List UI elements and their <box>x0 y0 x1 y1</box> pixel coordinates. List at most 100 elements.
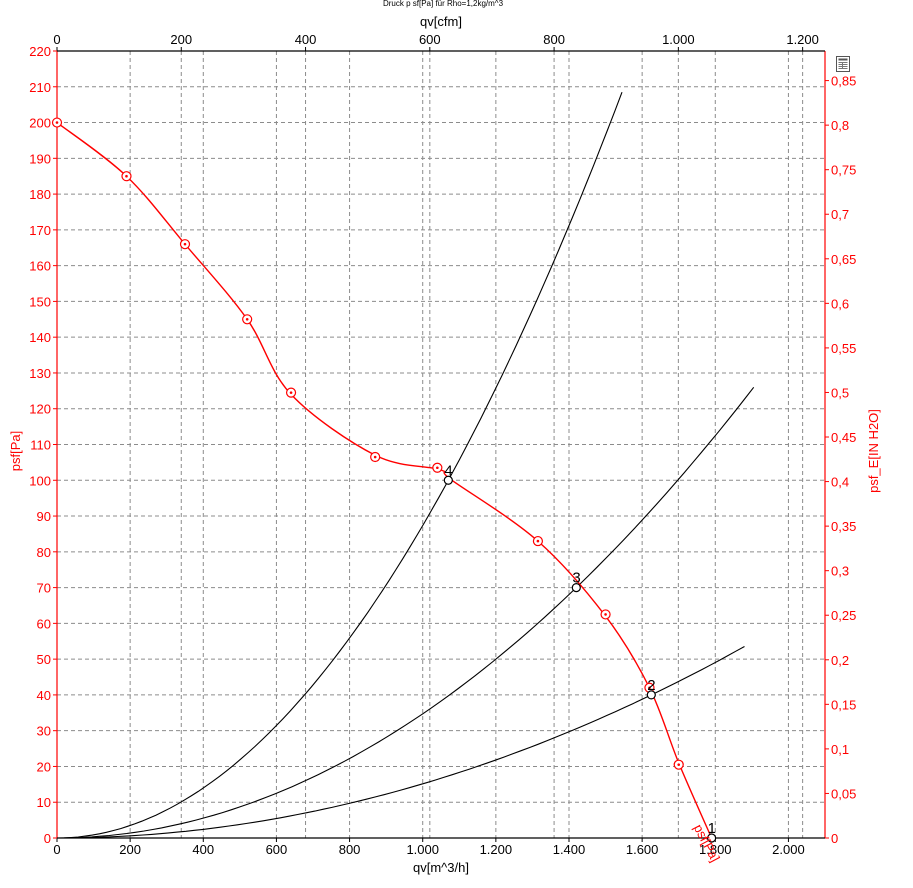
x-tick-label: 1.400 <box>553 842 586 857</box>
y-tick-label: 70 <box>37 581 51 596</box>
y-tick-label: 30 <box>37 724 51 739</box>
y-tick-label: 40 <box>37 688 51 703</box>
y-tick-label: 120 <box>29 402 51 417</box>
y2-tick-label: 0,25 <box>831 608 856 623</box>
fan-curve-marker <box>179 239 191 250</box>
y2-tick-label: 0,5 <box>831 385 849 400</box>
x2-tick-label: 200 <box>170 32 192 47</box>
y2-tick-label: 0,8 <box>831 118 849 133</box>
y2-tick-label: 0,4 <box>831 475 849 490</box>
y2-tick-label: 0,75 <box>831 163 856 178</box>
y-tick-label: 110 <box>30 438 51 453</box>
y-tick-label: 190 <box>29 151 51 166</box>
operating-point-4 <box>443 475 453 485</box>
y-tick-label: 60 <box>37 616 51 631</box>
operating-point-1 <box>707 833 717 843</box>
operating-point-label-2: 2 <box>647 677 655 694</box>
y-tick-label: 0 <box>44 831 51 846</box>
x2-tick-label: 0 <box>53 32 60 47</box>
x-tick-label: 2.000 <box>772 842 805 857</box>
y-tick-label: 90 <box>37 509 51 524</box>
y2-tick-label: 0,7 <box>831 207 849 222</box>
y2-tick-label: 0,3 <box>831 564 849 579</box>
tick-labels: 0 200 400 600 800 1.000 1.200 1.400 1.600 1.800 2.… <box>29 32 856 857</box>
x-tick-label: 200 <box>119 842 141 857</box>
operating-point-label-3: 3 <box>572 570 580 587</box>
fan-curve-marker <box>532 535 544 547</box>
x-tick-label: 600 <box>266 842 288 857</box>
operating-point-label-1: 1 <box>708 820 716 837</box>
x2-tick-label: 1.200 <box>786 32 819 47</box>
x2-tick-label: 400 <box>295 32 317 47</box>
y-tick-label: 200 <box>29 116 51 131</box>
y-tick-label: 160 <box>29 259 51 274</box>
y-tick-label: 80 <box>37 545 51 560</box>
marker-dot <box>604 613 607 616</box>
fan-curve-marker <box>600 609 611 620</box>
y2-tick-label: 0,55 <box>831 341 856 356</box>
y-tick-label: 220 <box>29 44 51 59</box>
marker-dot <box>125 174 128 178</box>
table-view-icon[interactable] <box>836 56 850 72</box>
y2-tick-label: 0,05 <box>831 786 856 801</box>
marker-dot <box>536 539 540 543</box>
x-tick-label: 400 <box>192 842 214 857</box>
operating-point-label-4: 4 <box>444 462 452 479</box>
x2-axis-title: qv[cfm] <box>420 14 462 29</box>
marker-dot <box>648 686 651 690</box>
y-tick-label: 50 <box>37 652 51 667</box>
system-curve-4 <box>56 92 623 839</box>
marker-dot <box>183 242 187 246</box>
x-tick-label: 1.000 <box>406 842 439 857</box>
y-tick-label: 100 <box>29 473 51 488</box>
marker-dot <box>55 121 59 124</box>
y2-tick-label: 0 <box>831 831 838 846</box>
system-curve-2 <box>57 646 745 839</box>
x-tick-label: 0 <box>53 842 60 857</box>
x2-tick-label: 600 <box>419 32 441 47</box>
y2-tick-label: 0,35 <box>831 519 856 534</box>
y-tick-label: 150 <box>29 294 51 309</box>
y-tick-label: 130 <box>29 366 51 381</box>
y-tick-label: 10 <box>37 795 51 810</box>
y2-tick-label: 0,85 <box>831 74 856 89</box>
x2-tick-label: 1.000 <box>662 32 695 47</box>
operating-point-2 <box>646 690 656 700</box>
y-tick-label: 180 <box>29 187 51 202</box>
x-axis-title: qv[m^3/h] <box>413 860 469 875</box>
system-curve-3 <box>56 386 755 839</box>
y2-tick-label: 0,65 <box>831 252 856 267</box>
y-axis-title: psf[Pa] <box>8 431 23 471</box>
fan-curve-marker <box>673 759 684 770</box>
fan-curve-marker <box>121 171 132 182</box>
y-tick-label: 140 <box>29 330 51 345</box>
marker-dot <box>289 391 293 394</box>
x-tick-label: 1.200 <box>480 842 513 857</box>
fan-curve-marker <box>285 387 297 398</box>
y-tick-label: 170 <box>29 223 51 238</box>
y-tick-label: 210 <box>29 80 51 95</box>
x-tick-label: 1.800 <box>699 842 732 857</box>
y2-axis-title: psf_E[IN H2O] <box>866 409 881 493</box>
y-tick-label: 20 <box>37 759 51 774</box>
marker-dot <box>245 317 249 321</box>
chart-title: Druck p sf[Pa] für Rho=1,2kg/m^3 <box>383 0 504 8</box>
marker-dot <box>373 455 377 459</box>
marker-dot <box>436 466 439 470</box>
axes <box>53 47 829 842</box>
y2-tick-label: 0,45 <box>831 430 856 445</box>
x2-tick-label: 800 <box>543 32 565 47</box>
fan-curve-marker <box>370 451 381 463</box>
y2-tick-label: 0,2 <box>831 653 849 668</box>
y2-tick-label: 0,6 <box>831 296 849 311</box>
grid-lines <box>57 51 825 838</box>
fan-curve-marker <box>432 462 443 473</box>
fan-curve-marker <box>242 314 253 325</box>
operating-point-3 <box>571 582 581 593</box>
y2-tick-label: 0,1 <box>831 742 849 757</box>
x-tick-label: 800 <box>339 842 361 857</box>
fan-curve-marker <box>51 117 63 128</box>
y2-tick-label: 0,15 <box>831 697 856 712</box>
